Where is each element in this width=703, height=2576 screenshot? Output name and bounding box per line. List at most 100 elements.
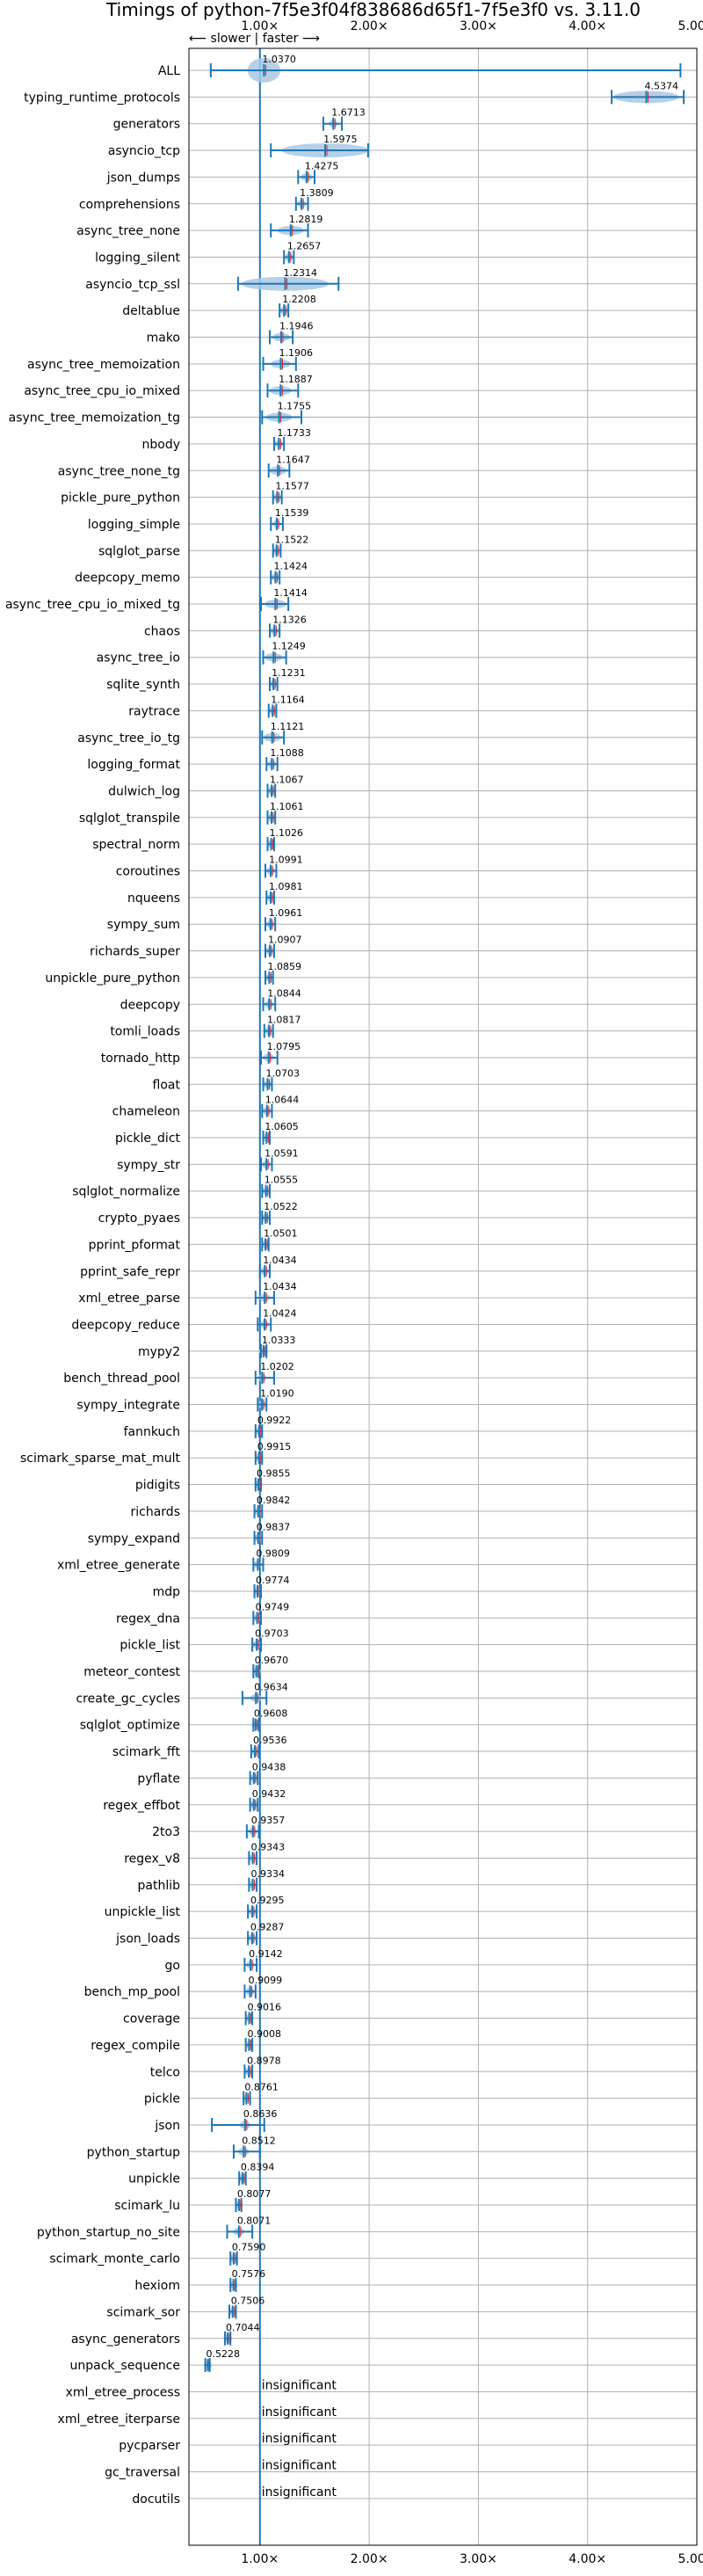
value-label: 0.9438 <box>252 1761 286 1772</box>
y-axis-labels: ALL typing_runtime_protocols generators asy… <box>5 64 181 2507</box>
benchmark-label: scimark_lu <box>114 2199 180 2213</box>
benchmark-label: pyflate <box>137 1772 180 1786</box>
value-label: 0.9634 <box>254 1681 288 1692</box>
benchmark-label: nbody <box>142 438 181 452</box>
value-label: 1.0859 <box>267 961 301 972</box>
benchmark-label: go <box>165 1959 180 1973</box>
value-label: 0.9008 <box>247 2028 281 2040</box>
benchmark-label: async_tree_io <box>97 651 180 666</box>
insignificant-label: insignificant <box>262 2485 337 2500</box>
benchmark-label: bench_mp_pool <box>84 1985 180 1999</box>
benchmark-label: async_tree_none_tg <box>58 464 180 478</box>
benchmark-label: bench_thread_pool <box>63 1372 180 1386</box>
benchmark-label: regex_compile <box>91 2039 180 2053</box>
benchmark-label: unpickle_pure_python <box>45 971 180 986</box>
x-tick-label-top: 4.00× <box>569 19 606 33</box>
benchmark-label: python_startup_no_site <box>37 2225 180 2239</box>
value-label: 0.9536 <box>253 1735 287 1746</box>
benchmark-label: scimark_fft <box>112 1745 181 1759</box>
benchmark-label: async_tree_memoization <box>27 358 180 372</box>
benchmark-label: chameleon <box>112 1105 180 1119</box>
value-label: 0.8077 <box>237 2188 272 2200</box>
benchmark-label: scimark_sor <box>106 2305 180 2319</box>
speed-hint: ⟵ slower | faster ⟶ <box>189 32 320 46</box>
value-label: 0.8394 <box>241 2162 275 2173</box>
benchmark-label: meteor_contest <box>83 1665 180 1679</box>
benchmark-label: hexiom <box>134 2279 180 2293</box>
benchmark-label: nqueens <box>127 891 180 906</box>
x-tick-label-bottom: 5.00× <box>678 2552 703 2566</box>
benchmark-label: regex_dna <box>116 1612 180 1626</box>
value-label: 0.9855 <box>257 1468 291 1480</box>
benchmark-label: unpack_sequence <box>70 2359 180 2373</box>
value-label: 1.0907 <box>268 935 302 946</box>
benchmark-label: pickle_list <box>120 1639 180 1653</box>
value-label: 0.9357 <box>251 1815 286 1826</box>
benchmark-label: async_tree_io_tg <box>77 731 180 746</box>
value-label: 1.1249 <box>272 641 306 652</box>
value-label: 1.1026 <box>270 827 304 839</box>
value-label: 0.9334 <box>251 1868 286 1880</box>
value-label: 1.2657 <box>287 240 322 251</box>
insignificant-label: insignificant <box>262 2432 337 2446</box>
x-axis-labels: 1.00× 1.00× 2.00× 2.00× 3.00× 3.00× 4.00× 4.00×… <box>241 19 703 2566</box>
value-label: 1.1539 <box>275 507 309 519</box>
benchmark-label: ALL <box>158 64 180 78</box>
benchmark-label: async_tree_cpu_io_mixed_tg <box>5 598 180 612</box>
benchmark-label: sympy_sum <box>107 918 180 932</box>
x-tick-label-top: 5.00× <box>678 19 703 33</box>
benchmark-label: fannkuch <box>124 1425 180 1439</box>
benchmark-label: sqlglot_transpile <box>79 811 180 826</box>
benchmark-label: raytrace <box>128 704 180 718</box>
benchmark-label: coroutines <box>116 865 180 879</box>
value-label: 1.1887 <box>279 374 313 385</box>
value-label: 1.1733 <box>277 427 311 439</box>
benchmark-label: regex_v8 <box>124 1852 180 1866</box>
value-label: 1.0981 <box>269 881 303 892</box>
insignificant-label: insignificant <box>262 2459 337 2473</box>
value-label: 1.0605 <box>265 1121 299 1132</box>
benchmark-label: pathlib <box>138 1879 181 1893</box>
value-label: 1.6713 <box>331 107 366 119</box>
value-label: 1.2819 <box>289 214 323 225</box>
value-label: 0.7590 <box>232 2242 266 2253</box>
value-label: 0.8761 <box>244 2082 279 2093</box>
benchmark-label: unpickle_list <box>105 1905 181 1919</box>
value-label: 0.9608 <box>254 1708 288 1720</box>
value-label: 0.9295 <box>250 1895 285 1906</box>
benchmark-label: pprint_safe_repr <box>80 1265 180 1279</box>
insignificant-label: insignificant <box>262 2378 337 2392</box>
value-label: 1.0817 <box>267 1015 301 1026</box>
benchmark-label: crypto_pyaes <box>98 1212 180 1226</box>
value-label: 1.0501 <box>264 1227 298 1239</box>
benchmark-label: create_gc_cycles <box>76 1692 180 1706</box>
benchmark-label: richards <box>131 1505 181 1519</box>
benchmark-label: pycparser <box>119 2439 180 2453</box>
benchmark-label: python_startup <box>87 2145 180 2159</box>
value-label: 1.1647 <box>276 454 310 465</box>
value-label: 1.1326 <box>272 614 307 625</box>
benchmark-label: 2to3 <box>152 1825 180 1839</box>
benchmark-label: asyncio_tcp_ssl <box>85 278 180 292</box>
value-label: 1.0202 <box>260 1361 294 1372</box>
value-label: 0.9099 <box>249 1975 283 1986</box>
benchmark-label: async_generators <box>71 2332 180 2347</box>
benchmark-label: xml_etree_generate <box>57 1559 180 1573</box>
benchmark-label: async_tree_memoization_tg <box>9 411 180 426</box>
benchmark-label: richards_super <box>90 945 180 959</box>
benchmark-label: gc_traversal <box>105 2466 180 2480</box>
benchmark-label: pickle_dict <box>115 1132 181 1146</box>
value-label: 1.1231 <box>272 667 306 679</box>
benchmark-label: sqlite_synth <box>106 678 180 692</box>
benchmark-label: json_loads <box>115 1932 180 1947</box>
value-label: 0.8636 <box>243 2108 278 2120</box>
benchmark-label: sqlglot_normalize <box>72 1185 180 1199</box>
benchmark-label: deepcopy_memo <box>75 571 180 586</box>
value-label: 1.1164 <box>271 694 305 705</box>
benchmark-label: logging_silent <box>95 251 180 265</box>
benchmark-label: sympy_integrate <box>76 1399 180 1413</box>
benchmark-label: sqlglot_optimize <box>80 1719 180 1733</box>
value-label: 1.1121 <box>271 721 305 732</box>
